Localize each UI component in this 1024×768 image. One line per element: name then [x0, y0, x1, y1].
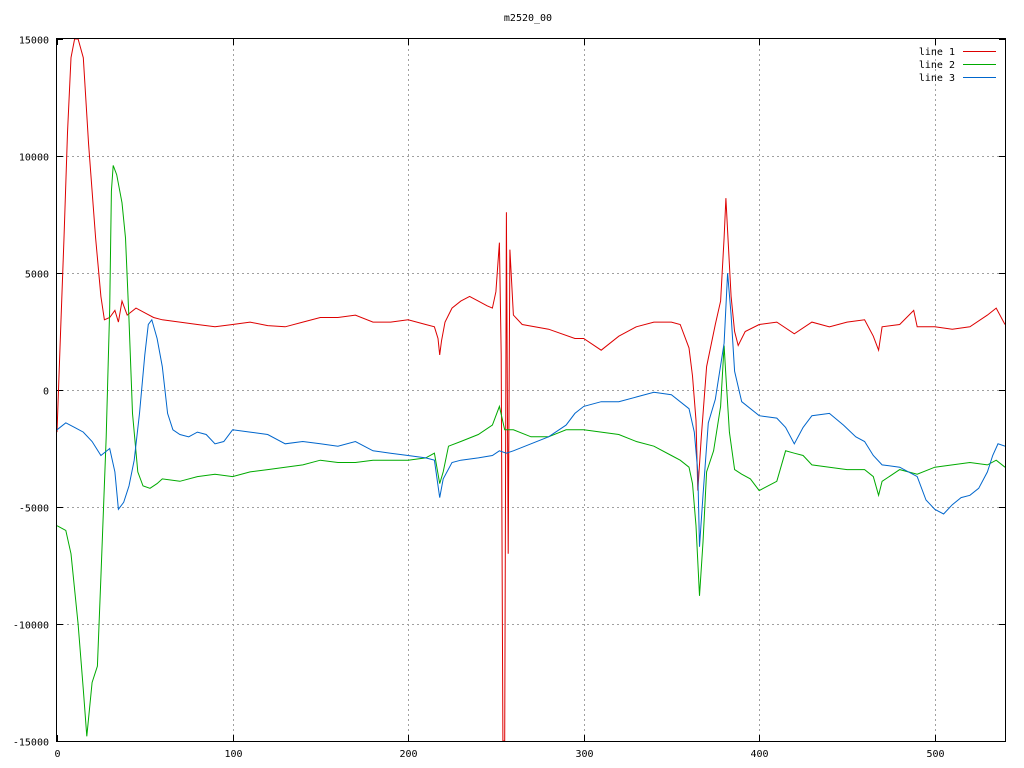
- legend: line 1 line 2 line 3: [919, 47, 996, 84]
- series-group: [57, 39, 1005, 741]
- x-tick-label: 100: [224, 749, 242, 760]
- x-tick-label: 300: [575, 749, 593, 760]
- x-tick-label: 200: [399, 749, 417, 760]
- grid-lines: [57, 39, 1005, 741]
- y-tick-label: 10000: [19, 153, 49, 164]
- series-line-3: [57, 272, 1005, 547]
- chart-title: m2520_00: [504, 13, 552, 24]
- y-tick-label: 0: [43, 387, 49, 398]
- series-line-2: [57, 165, 1005, 737]
- y-tick-label: -15000: [13, 738, 49, 749]
- legend-label: line 3: [919, 73, 955, 84]
- y-tick-label: 5000: [25, 270, 49, 281]
- y-tick-label: -10000: [13, 621, 49, 632]
- x-tick-label: 400: [750, 749, 768, 760]
- legend-label: line 1: [919, 47, 955, 58]
- series-line-1: [57, 39, 1005, 741]
- plot-frame: [56, 38, 1006, 742]
- y-tick-label: -5000: [19, 504, 49, 515]
- x-tick-label: 500: [926, 749, 944, 760]
- y-tick-label: 15000: [19, 36, 49, 47]
- legend-label: line 2: [919, 60, 955, 71]
- axes: 0 100 200 300 400 500 -15000 -10000 -5000 0 5000 10…: [13, 36, 1005, 760]
- x-tick-label: 0: [54, 749, 60, 760]
